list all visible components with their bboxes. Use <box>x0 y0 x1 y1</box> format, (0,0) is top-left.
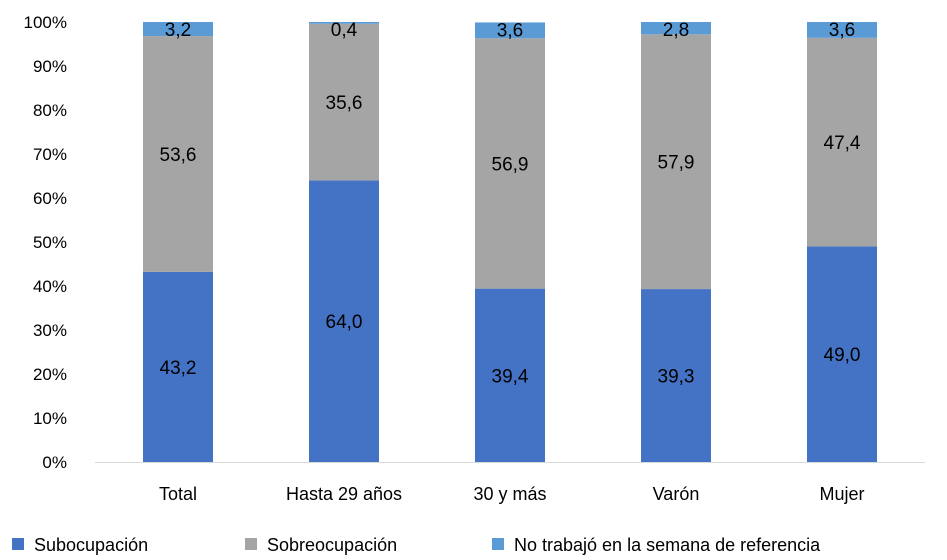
bars: 43,2 53,6 3,2 64,0 35,6 0,4 39,4 56,9 3,6 39,3 57,… <box>143 20 877 462</box>
x-category-label: Varón <box>653 484 700 504</box>
bar-segment <box>143 271 213 462</box>
legend-label: Subocupación <box>34 535 148 555</box>
bar-group: 49,0 47,4 3,6 <box>807 20 877 462</box>
x-category-label: Mujer <box>819 484 864 504</box>
bar-segment <box>309 23 379 181</box>
data-label: 49,0 <box>824 345 861 366</box>
y-axis-ticks: 0% 10% 20% 30% 40% 50% 60% 70% 80% 90% 100% <box>24 13 67 472</box>
x-axis-categories: Total Hasta 29 años 30 y más Varón Mujer <box>159 484 865 504</box>
legend-swatch <box>492 538 504 550</box>
data-label: 57,9 <box>658 153 695 174</box>
data-label: 39,4 <box>492 366 529 387</box>
y-tick-label: 20% <box>33 365 67 384</box>
bar-segment <box>641 22 711 35</box>
bar-segment <box>475 288 545 462</box>
data-label: 3,6 <box>829 20 855 41</box>
bar-segment <box>143 36 213 272</box>
y-tick-label: 30% <box>33 321 67 340</box>
bar-segment <box>143 22 213 37</box>
data-label: 0,4 <box>331 20 358 41</box>
y-tick-label: 70% <box>33 145 67 164</box>
legend-item: No trabajó en la semana de referencia <box>492 535 821 555</box>
legend-label: No trabajó en la semana de referencia <box>514 535 821 555</box>
bar-group: 39,4 56,9 3,6 <box>475 20 545 462</box>
legend-item: Subocupación <box>12 535 148 555</box>
legend-swatch <box>245 538 257 550</box>
data-label: 39,3 <box>658 367 695 388</box>
bar-segment <box>475 38 545 289</box>
legend-swatch <box>12 538 24 550</box>
y-tick-label: 60% <box>33 189 67 208</box>
bar-group: 64,0 35,6 0,4 <box>309 20 379 462</box>
legend-label: Sobreocupación <box>267 535 397 555</box>
x-category-label: Hasta 29 años <box>286 484 402 504</box>
data-label: 3,6 <box>497 20 523 41</box>
bar-segment <box>475 22 545 39</box>
y-tick-label: 10% <box>33 409 67 428</box>
y-tick-label: 80% <box>33 101 67 120</box>
y-tick-label: 90% <box>33 57 67 76</box>
bar-group: 43,2 53,6 3,2 <box>143 20 213 462</box>
data-label: 64,0 <box>326 312 363 333</box>
bar-segment <box>807 37 877 247</box>
y-tick-label: 40% <box>33 277 67 296</box>
x-category-label: 30 y más <box>473 484 546 504</box>
bar-segment <box>309 22 379 24</box>
x-category-label: Total <box>159 484 197 504</box>
y-tick-label: 100% <box>24 13 67 32</box>
bar-segment <box>807 22 877 38</box>
y-tick-label: 0% <box>42 453 67 472</box>
data-label: 43,2 <box>160 358 197 379</box>
bar-segment <box>641 289 711 462</box>
data-label: 56,9 <box>492 154 529 175</box>
bar-segment <box>641 34 711 290</box>
data-label: 2,8 <box>663 20 689 41</box>
legend: Subocupación Sobreocupación No trabajó en … <box>12 535 821 555</box>
data-label: 3,2 <box>165 20 191 41</box>
data-label: 53,6 <box>160 145 197 166</box>
legend-item: Sobreocupación <box>245 535 397 555</box>
bar-segment <box>309 180 379 462</box>
data-label: 47,4 <box>824 133 861 154</box>
data-label: 35,6 <box>326 93 363 114</box>
y-tick-label: 50% <box>33 233 67 252</box>
bar-group: 39,3 57,9 2,8 <box>641 20 711 462</box>
bar-segment <box>807 246 877 462</box>
